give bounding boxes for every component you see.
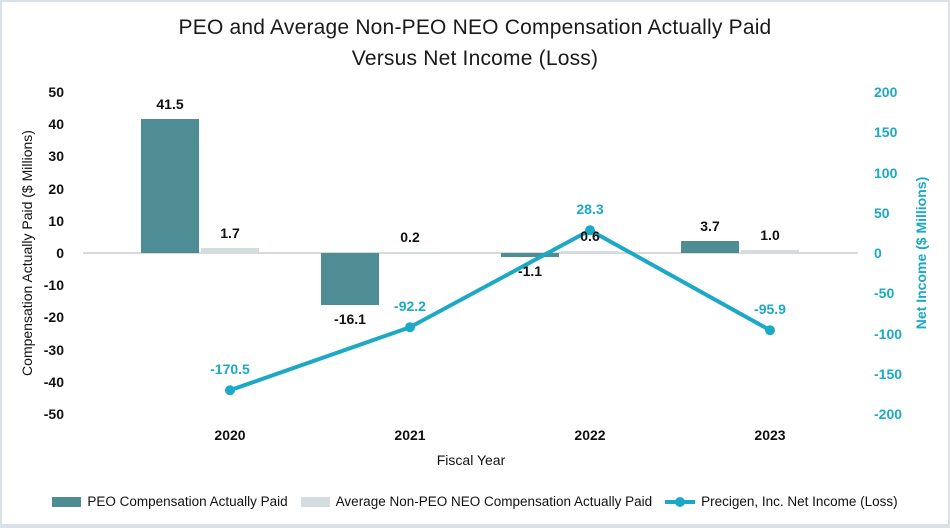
peo-bar [321,253,379,305]
legend-line-marker-icon [665,496,696,507]
peo-bar [141,119,199,253]
left-axis-tick: -40 [43,373,64,390]
peo-bar [681,241,739,253]
left-axis-tick: 0 [56,245,64,261]
left-axis-tick: 10 [48,212,64,229]
line-marker-icon [225,385,235,396]
x-tick-label: 2023 [754,427,786,443]
right-axis-tick: 100 [874,164,898,181]
right-axis-tick: -100 [874,325,903,342]
left-axis-tick: -30 [43,341,64,358]
bar-value-label: 0.2 [400,229,420,245]
non-peo-bar [561,251,619,253]
line-marker-icon [405,322,415,333]
left-axis-tick: -20 [43,309,64,326]
legend-dot-icon [675,496,686,507]
legend-item-net-income: Precigen, Inc. Net Income (Loss) [665,494,898,509]
chart-title-line1: PEO and Average Non-PEO NEO Compensation… [178,16,772,39]
right-axis-tick: -200 [874,406,903,422]
legend-label-net-income: Precigen, Inc. Net Income (Loss) [701,494,898,509]
legend-item-peo: PEO Compensation Actually Paid [52,494,288,509]
line-value-label: -95.9 [754,301,786,318]
bar-value-label: 1.0 [760,226,780,243]
peo-bar [501,253,559,257]
bar-value-label: 0.6 [580,228,600,245]
line-value-label: -92.2 [394,298,426,315]
line-marker-icon [765,325,775,336]
right-axis-tick: 200 [874,84,898,100]
left-axis-tick: 20 [48,180,64,197]
left-axis-tick: -10 [43,277,64,294]
non-peo-bar [381,252,439,253]
right-axis-tick: 150 [874,124,898,141]
x-tick-label: 2022 [574,427,606,443]
legend-swatch-non-peo-icon [300,496,330,507]
left-axis-tick: -50 [43,406,64,422]
x-tick-label: 2020 [214,427,246,443]
bar-value-label: 1.7 [220,224,240,241]
right-axis-tick: -150 [874,365,903,382]
line-value-label: -170.5 [210,361,250,378]
right-axis-tick: 50 [874,204,890,221]
right-axis-tick: -50 [874,285,895,302]
right-axis-tick: 0 [874,245,882,261]
chart-title-line2: Versus Net Income (Loss) [351,47,599,70]
legend-label-peo: PEO Compensation Actually Paid [87,494,288,509]
x-tick-label: 2021 [394,427,426,443]
legend: PEO Compensation Actually Paid Average N… [0,494,950,509]
non-peo-bar [741,249,799,253]
legend-item-non-peo: Average Non-PEO NEO Compensation Actuall… [300,494,653,509]
left-axis-tick: 40 [48,116,64,133]
bar-value-label: -1.1 [517,262,543,279]
line-value-label: 28.3 [576,201,604,218]
left-axis-tick: 30 [48,148,64,165]
left-axis-tick: 50 [48,84,64,100]
non-peo-bar [201,247,259,253]
legend-label-non-peo: Average Non-PEO NEO Compensation Actuall… [335,494,653,509]
legend-swatch-peo-icon [52,496,82,507]
x-axis-title: Fiscal Year [436,452,506,468]
bar-value-label: 41.5 [156,96,184,113]
